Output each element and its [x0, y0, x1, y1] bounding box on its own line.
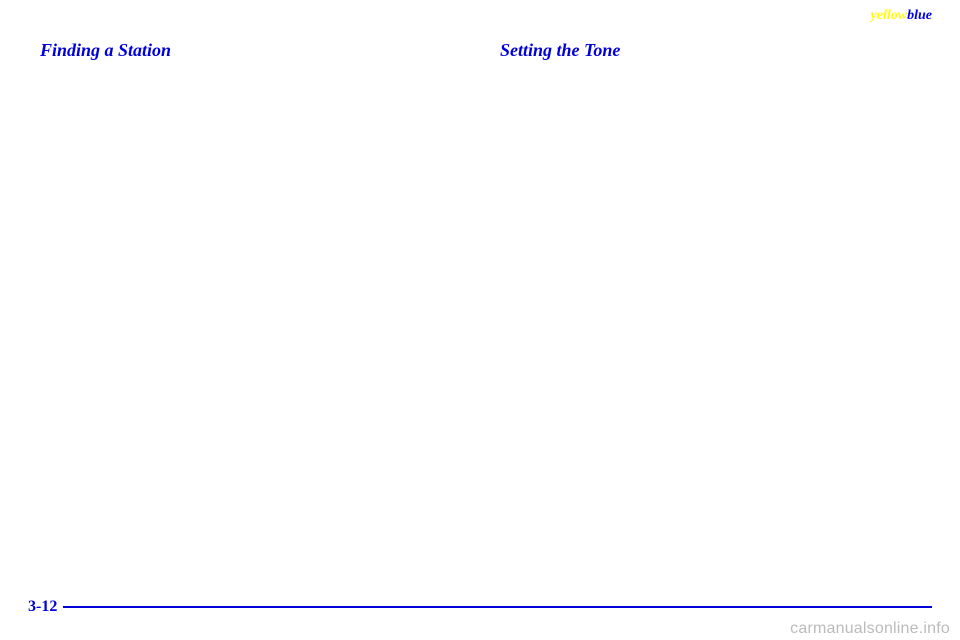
manual-page: yellowblue Finding a Station Setting the…: [0, 0, 960, 640]
right-column: Setting the Tone: [500, 40, 920, 560]
corner-blue-text: blue: [907, 8, 932, 23]
page-footer: 3-12: [28, 596, 932, 618]
corner-label: yellowblue: [871, 8, 932, 24]
corner-yellow-text: yellow: [871, 8, 908, 23]
content-columns: Finding a Station Setting the Tone: [0, 0, 960, 560]
right-section-title: Setting the Tone: [500, 40, 920, 61]
footer-rule: [63, 606, 932, 608]
left-section-title: Finding a Station: [40, 40, 460, 61]
page-number: 3-12: [28, 598, 57, 616]
watermark-text: carmanualsonline.info: [790, 620, 950, 638]
left-column: Finding a Station: [40, 40, 460, 560]
